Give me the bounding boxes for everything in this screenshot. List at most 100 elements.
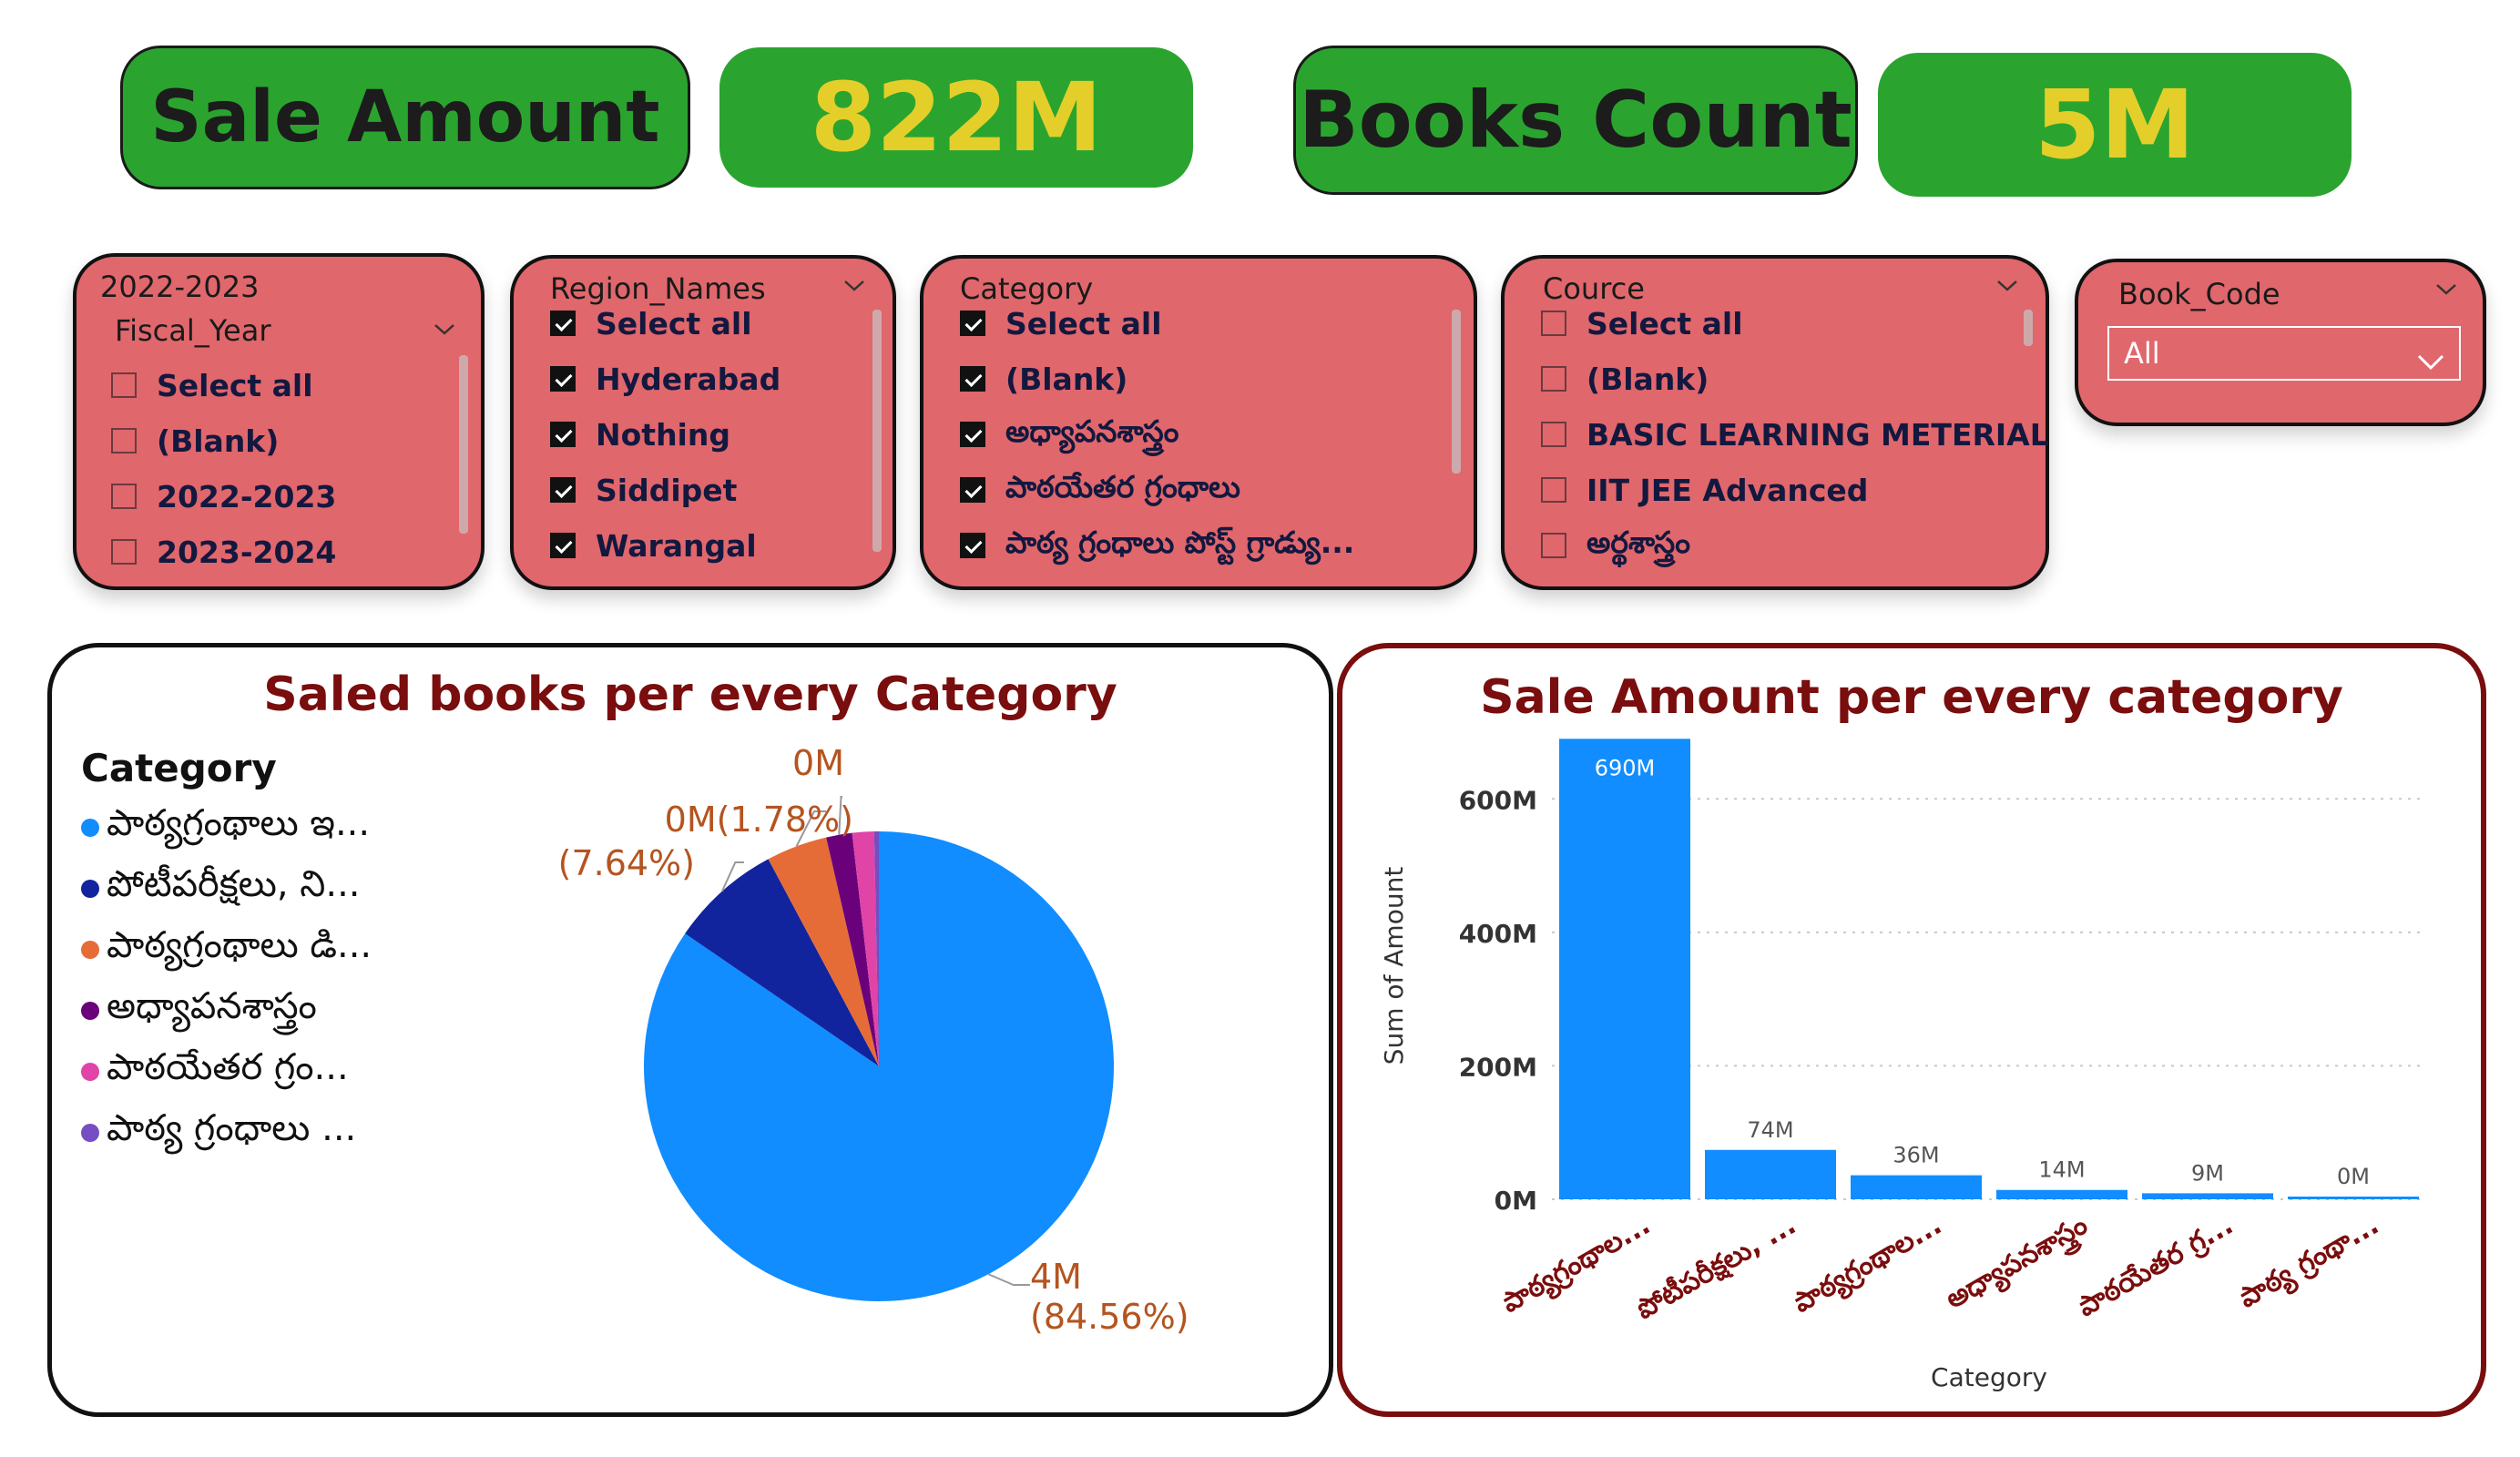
sale-amount-value-card: 822M	[719, 47, 1193, 188]
slicer-item[interactable]: Select all	[960, 302, 1162, 344]
y-tick-label: 0M	[1495, 1186, 1537, 1216]
legend-label: పాఠ్యగ్రంథాలు ఇ...	[107, 802, 371, 844]
bar-value-label: 0M	[2337, 1164, 2370, 1189]
dropdown-selected-value: All	[2124, 336, 2160, 371]
pie-chart: 4M(84.56%) (7.64%)0M(1.78%) 0M	[558, 743, 1189, 1337]
pie-leader-line	[987, 1273, 1030, 1286]
legend-item[interactable]: పాఠ్యగ్రంథాలు డి...	[81, 922, 372, 977]
pie-data-label: 4M	[1030, 1257, 1082, 1297]
checkbox-unchecked[interactable]	[1541, 533, 1566, 558]
bar-value-label: 74M	[1747, 1117, 1793, 1143]
x-tick-label: పాఠ్య గ్రంథా...	[2233, 1209, 2386, 1319]
bar	[1996, 1189, 2127, 1199]
pie-data-label: (84.56%)	[1030, 1297, 1189, 1337]
checkbox-unchecked[interactable]	[1541, 422, 1566, 447]
bar-chart-panel: Sale Amount per every category 0M 200M 400…	[1337, 643, 2486, 1417]
pie-chart-panel: Saled books per every Category Category …	[47, 643, 1333, 1417]
legend-dot	[81, 941, 99, 959]
slicer-item-label: Siddipet	[596, 472, 738, 508]
slicer-scrollbar[interactable]	[1452, 310, 1461, 474]
legend-label: పాఠయేతర గ్రం...	[107, 1046, 349, 1088]
checkbox-unchecked[interactable]	[1541, 366, 1566, 392]
legend-dot	[81, 1002, 99, 1020]
pie-data-label: 0M	[792, 743, 844, 783]
legend-item[interactable]: అధ్యాపనశాస్త్రం	[81, 983, 317, 1038]
slicer-item[interactable]: IIT JEE Advanced	[1541, 469, 1868, 511]
slicer-item[interactable]: Select all	[111, 364, 313, 406]
slicer-item-label: (Blank)	[1005, 361, 1128, 397]
slicer-scrollbar[interactable]	[459, 355, 468, 534]
slicer-scrollbar[interactable]	[872, 310, 882, 552]
slicer-item-label: అధ్యాపనశాస్త్రం	[1005, 413, 1179, 449]
legend-item[interactable]: పోటీపరీక్షలు, ని...	[81, 861, 361, 916]
legend-title: Category	[81, 746, 277, 790]
slicer-item[interactable]: (Blank)	[111, 420, 279, 462]
checkbox-unchecked[interactable]	[1541, 477, 1566, 503]
slicer-item-label: Select all	[1586, 305, 1743, 341]
checkbox-unchecked[interactable]	[111, 428, 137, 453]
x-tick-label: పాఠయేతర గ్ర...	[2072, 1209, 2239, 1324]
chevron-down-icon[interactable]	[434, 322, 454, 341]
checkbox-checked[interactable]	[960, 477, 985, 503]
legend-label: అధ్యాపనశాస్త్రం	[107, 985, 317, 1027]
checkbox-checked[interactable]	[960, 311, 985, 336]
slicer-item[interactable]: 2023-2024	[111, 531, 336, 573]
checkbox-checked[interactable]	[550, 311, 576, 336]
slicer-item[interactable]: Select all	[1541, 302, 1743, 344]
legend-dot	[81, 1063, 99, 1081]
slicer-field-name: Fiscal_Year	[115, 313, 271, 348]
legend-item[interactable]: పాఠయేతర గ్రం...	[81, 1044, 349, 1099]
y-axis-label: Sum of Amount	[1379, 867, 1409, 1065]
bar-chart-title: Sale Amount per every category	[1480, 670, 2343, 725]
legend-label: పోటీపరీక్షలు, ని...	[107, 863, 361, 905]
checkbox-checked[interactable]	[550, 477, 576, 503]
book-code-dropdown[interactable]: All	[2107, 326, 2461, 381]
slicer-scrollbar[interactable]	[2024, 310, 2033, 346]
slicer-item[interactable]: Hyderabad	[550, 358, 780, 400]
slicer-field-name: Book_Code	[2118, 277, 2280, 311]
bar-value-label: 690M	[1595, 755, 1656, 780]
bar-chart: 0M 200M 400M 600M Sum of Amount Category 690M ప…	[1379, 739, 2426, 1392]
x-axis-label: Category	[1931, 1362, 2047, 1392]
x-tick-label: పాఠ్యగ్రంథాల...	[1496, 1209, 1658, 1324]
checkbox-checked[interactable]	[960, 422, 985, 447]
slicer-item[interactable]: పాఠ్య గ్రంధాలు పోస్ట్ గ్రాడ్యు...	[960, 525, 1354, 566]
legend-item[interactable]: పాఠ్య గ్రంధాలు ...	[81, 1105, 356, 1160]
slicer-item[interactable]: BASIC LEARNING METERIAL	[1541, 413, 2049, 455]
slicer-item-label: Select all	[157, 367, 313, 403]
checkbox-unchecked[interactable]	[1541, 311, 1566, 336]
slicer-item[interactable]: 2022-2023	[111, 475, 336, 517]
x-tick-label: అధ్యాపనశాస్త్రం	[1941, 1209, 2097, 1321]
checkbox-checked[interactable]	[550, 422, 576, 447]
slicer-item-label: 2022-2023	[157, 478, 337, 515]
pie-slice	[685, 859, 879, 1066]
slicer-item[interactable]: పాఠయేతర గ్రంధాలు	[960, 469, 1240, 511]
checkbox-unchecked[interactable]	[111, 372, 137, 398]
legend-label: పాఠ్యగ్రంథాలు డి...	[107, 924, 372, 966]
checkbox-checked[interactable]	[550, 533, 576, 558]
chevron-down-icon	[2417, 344, 2444, 379]
pie-data-label: (7.64%)	[558, 843, 695, 883]
chevron-down-icon[interactable]	[1996, 279, 2017, 297]
slicer-header: 2022-2023	[100, 270, 260, 304]
slicer-item[interactable]: అర్థశాస్త్రం	[1541, 525, 1690, 566]
chevron-down-icon[interactable]	[2435, 282, 2456, 301]
checkbox-checked[interactable]	[960, 533, 985, 558]
slicer-item[interactable]: అధ్యాపనశాస్త్రం	[960, 413, 1178, 455]
legend-item[interactable]: పాఠ్యగ్రంథాలు ఇ...	[81, 800, 370, 855]
slicer-item[interactable]: Warangal	[550, 525, 757, 566]
checkbox-unchecked[interactable]	[111, 484, 137, 509]
bar	[1559, 739, 1690, 1199]
slicer-item[interactable]: Siddipet	[550, 469, 737, 511]
checkbox-unchecked[interactable]	[111, 539, 137, 565]
slicer-item[interactable]: (Blank)	[960, 358, 1127, 400]
slicer-item[interactable]: Nothing	[550, 413, 730, 455]
slicer-item[interactable]: Select all	[550, 302, 752, 344]
slicer-item-label: పాఠయేతర గ్రంధాలు	[1005, 468, 1240, 504]
y-tick-label: 400M	[1459, 919, 1537, 949]
slicer-item-label: Select all	[1005, 305, 1162, 341]
checkbox-checked[interactable]	[550, 366, 576, 392]
slicer-item[interactable]: (Blank)	[1541, 358, 1709, 400]
checkbox-checked[interactable]	[960, 366, 985, 392]
chevron-down-icon[interactable]	[843, 279, 864, 297]
